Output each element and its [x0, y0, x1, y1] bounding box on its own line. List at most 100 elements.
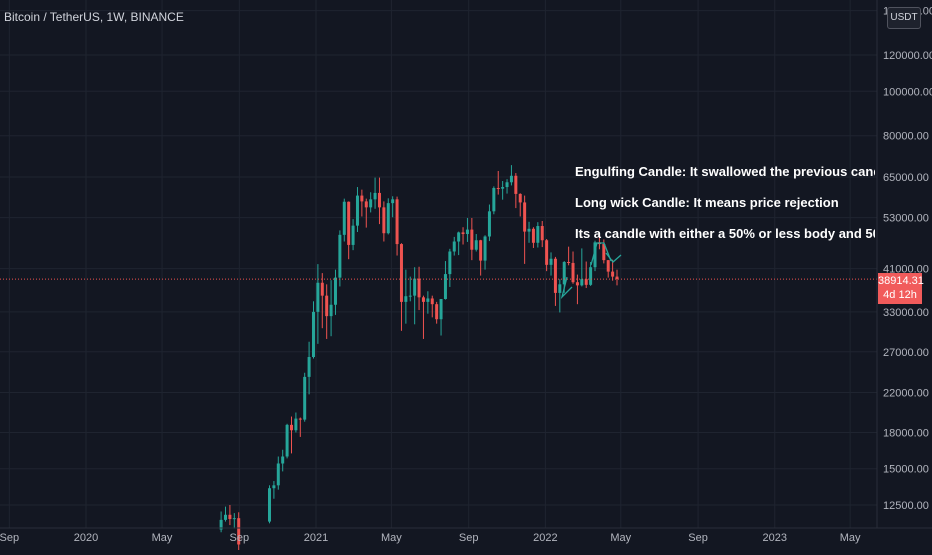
candle[interactable] — [575, 274, 579, 305]
candle[interactable] — [421, 295, 425, 339]
drawing-stroke[interactable] — [605, 252, 622, 263]
candle[interactable] — [316, 264, 320, 344]
candle[interactable] — [615, 269, 619, 286]
candle[interactable] — [501, 181, 505, 200]
candle[interactable] — [549, 252, 553, 276]
candle[interactable] — [470, 217, 474, 261]
candle[interactable] — [474, 234, 478, 252]
candle[interactable] — [311, 301, 315, 359]
candle[interactable] — [360, 189, 364, 217]
candle[interactable] — [373, 177, 377, 209]
candle-body — [219, 519, 223, 530]
candle[interactable] — [593, 240, 597, 272]
last-price-tag: 38914.31 4d 12h — [878, 273, 924, 304]
candle[interactable] — [496, 170, 500, 195]
currency-button[interactable]: USDT — [887, 7, 921, 29]
candle-body — [281, 456, 285, 464]
candle[interactable] — [285, 423, 289, 459]
candle[interactable] — [404, 269, 408, 324]
annotation-candle-definition[interactable]: Its a candle with either a 50% or less b… — [575, 226, 875, 241]
candle[interactable] — [298, 417, 302, 437]
candle[interactable] — [382, 201, 386, 242]
candle[interactable] — [518, 193, 522, 217]
candle[interactable] — [457, 231, 461, 256]
candle[interactable] — [338, 230, 342, 287]
candle[interactable] — [228, 505, 232, 526]
candle[interactable] — [294, 412, 298, 433]
candle[interactable] — [452, 236, 456, 256]
candle[interactable] — [465, 217, 469, 242]
candle[interactable] — [281, 449, 285, 472]
drawing-stroke[interactable] — [590, 242, 612, 266]
candle[interactable] — [333, 269, 337, 315]
candle[interactable] — [567, 246, 571, 266]
candle[interactable] — [224, 506, 228, 522]
candle[interactable] — [558, 279, 562, 313]
candle[interactable] — [355, 187, 359, 233]
candle[interactable] — [320, 273, 324, 329]
candle[interactable] — [369, 192, 373, 213]
candle[interactable] — [540, 221, 544, 248]
drawing-stroke[interactable] — [560, 276, 573, 300]
candle[interactable] — [237, 512, 241, 552]
candle[interactable] — [219, 511, 223, 533]
candle[interactable] — [527, 221, 531, 243]
candle[interactable] — [509, 165, 513, 186]
candle-body — [567, 261, 571, 263]
candle[interactable] — [606, 260, 610, 278]
candle[interactable] — [289, 416, 293, 454]
candle[interactable] — [351, 219, 355, 251]
candle[interactable] — [272, 481, 276, 499]
candle[interactable] — [580, 248, 584, 287]
candle[interactable] — [536, 222, 540, 248]
candle[interactable] — [514, 173, 518, 209]
candle[interactable] — [553, 256, 557, 306]
candle[interactable] — [276, 456, 280, 490]
candle[interactable] — [461, 227, 465, 245]
candle[interactable] — [399, 243, 403, 331]
annotation-engulfing[interactable]: Engulfing Candle: It swallowed the previ… — [575, 164, 875, 179]
candle[interactable] — [531, 227, 535, 248]
candle[interactable] — [492, 186, 496, 215]
candle-body — [575, 282, 579, 286]
candle[interactable] — [505, 179, 509, 194]
candle[interactable] — [329, 280, 333, 337]
candle[interactable] — [391, 196, 395, 218]
candle[interactable] — [347, 201, 351, 260]
candle[interactable] — [267, 485, 271, 524]
candle[interactable] — [611, 259, 615, 281]
candle[interactable] — [377, 177, 381, 225]
annotation-long-wick[interactable]: Long wick Candle: It means price rejecti… — [575, 195, 839, 210]
candle[interactable] — [439, 299, 443, 336]
candle[interactable] — [487, 204, 491, 242]
candle-body — [421, 297, 425, 302]
candle[interactable] — [408, 276, 412, 302]
candle-body — [496, 188, 500, 190]
candle[interactable] — [435, 301, 439, 324]
candle[interactable] — [395, 196, 399, 256]
candle-body — [518, 193, 522, 203]
candle[interactable] — [325, 284, 329, 339]
candle[interactable] — [448, 248, 452, 287]
candle[interactable] — [386, 198, 390, 235]
candle[interactable] — [584, 261, 588, 289]
candle[interactable] — [430, 295, 434, 318]
candle[interactable] — [307, 341, 311, 395]
candle[interactable] — [479, 239, 483, 276]
candle[interactable] — [232, 513, 236, 529]
price-tick-label: 53000.00 — [883, 213, 929, 225]
candle[interactable] — [303, 372, 307, 422]
candle[interactable] — [413, 267, 417, 325]
candle[interactable] — [589, 261, 593, 286]
candle[interactable] — [523, 195, 527, 264]
candle[interactable] — [417, 266, 421, 311]
candle[interactable] — [426, 291, 430, 314]
candle[interactable] — [342, 198, 346, 242]
candle[interactable] — [443, 261, 447, 300]
candle[interactable] — [545, 238, 549, 272]
candle[interactable] — [483, 235, 487, 270]
candle[interactable] — [571, 251, 575, 284]
candle[interactable] — [364, 198, 368, 228]
